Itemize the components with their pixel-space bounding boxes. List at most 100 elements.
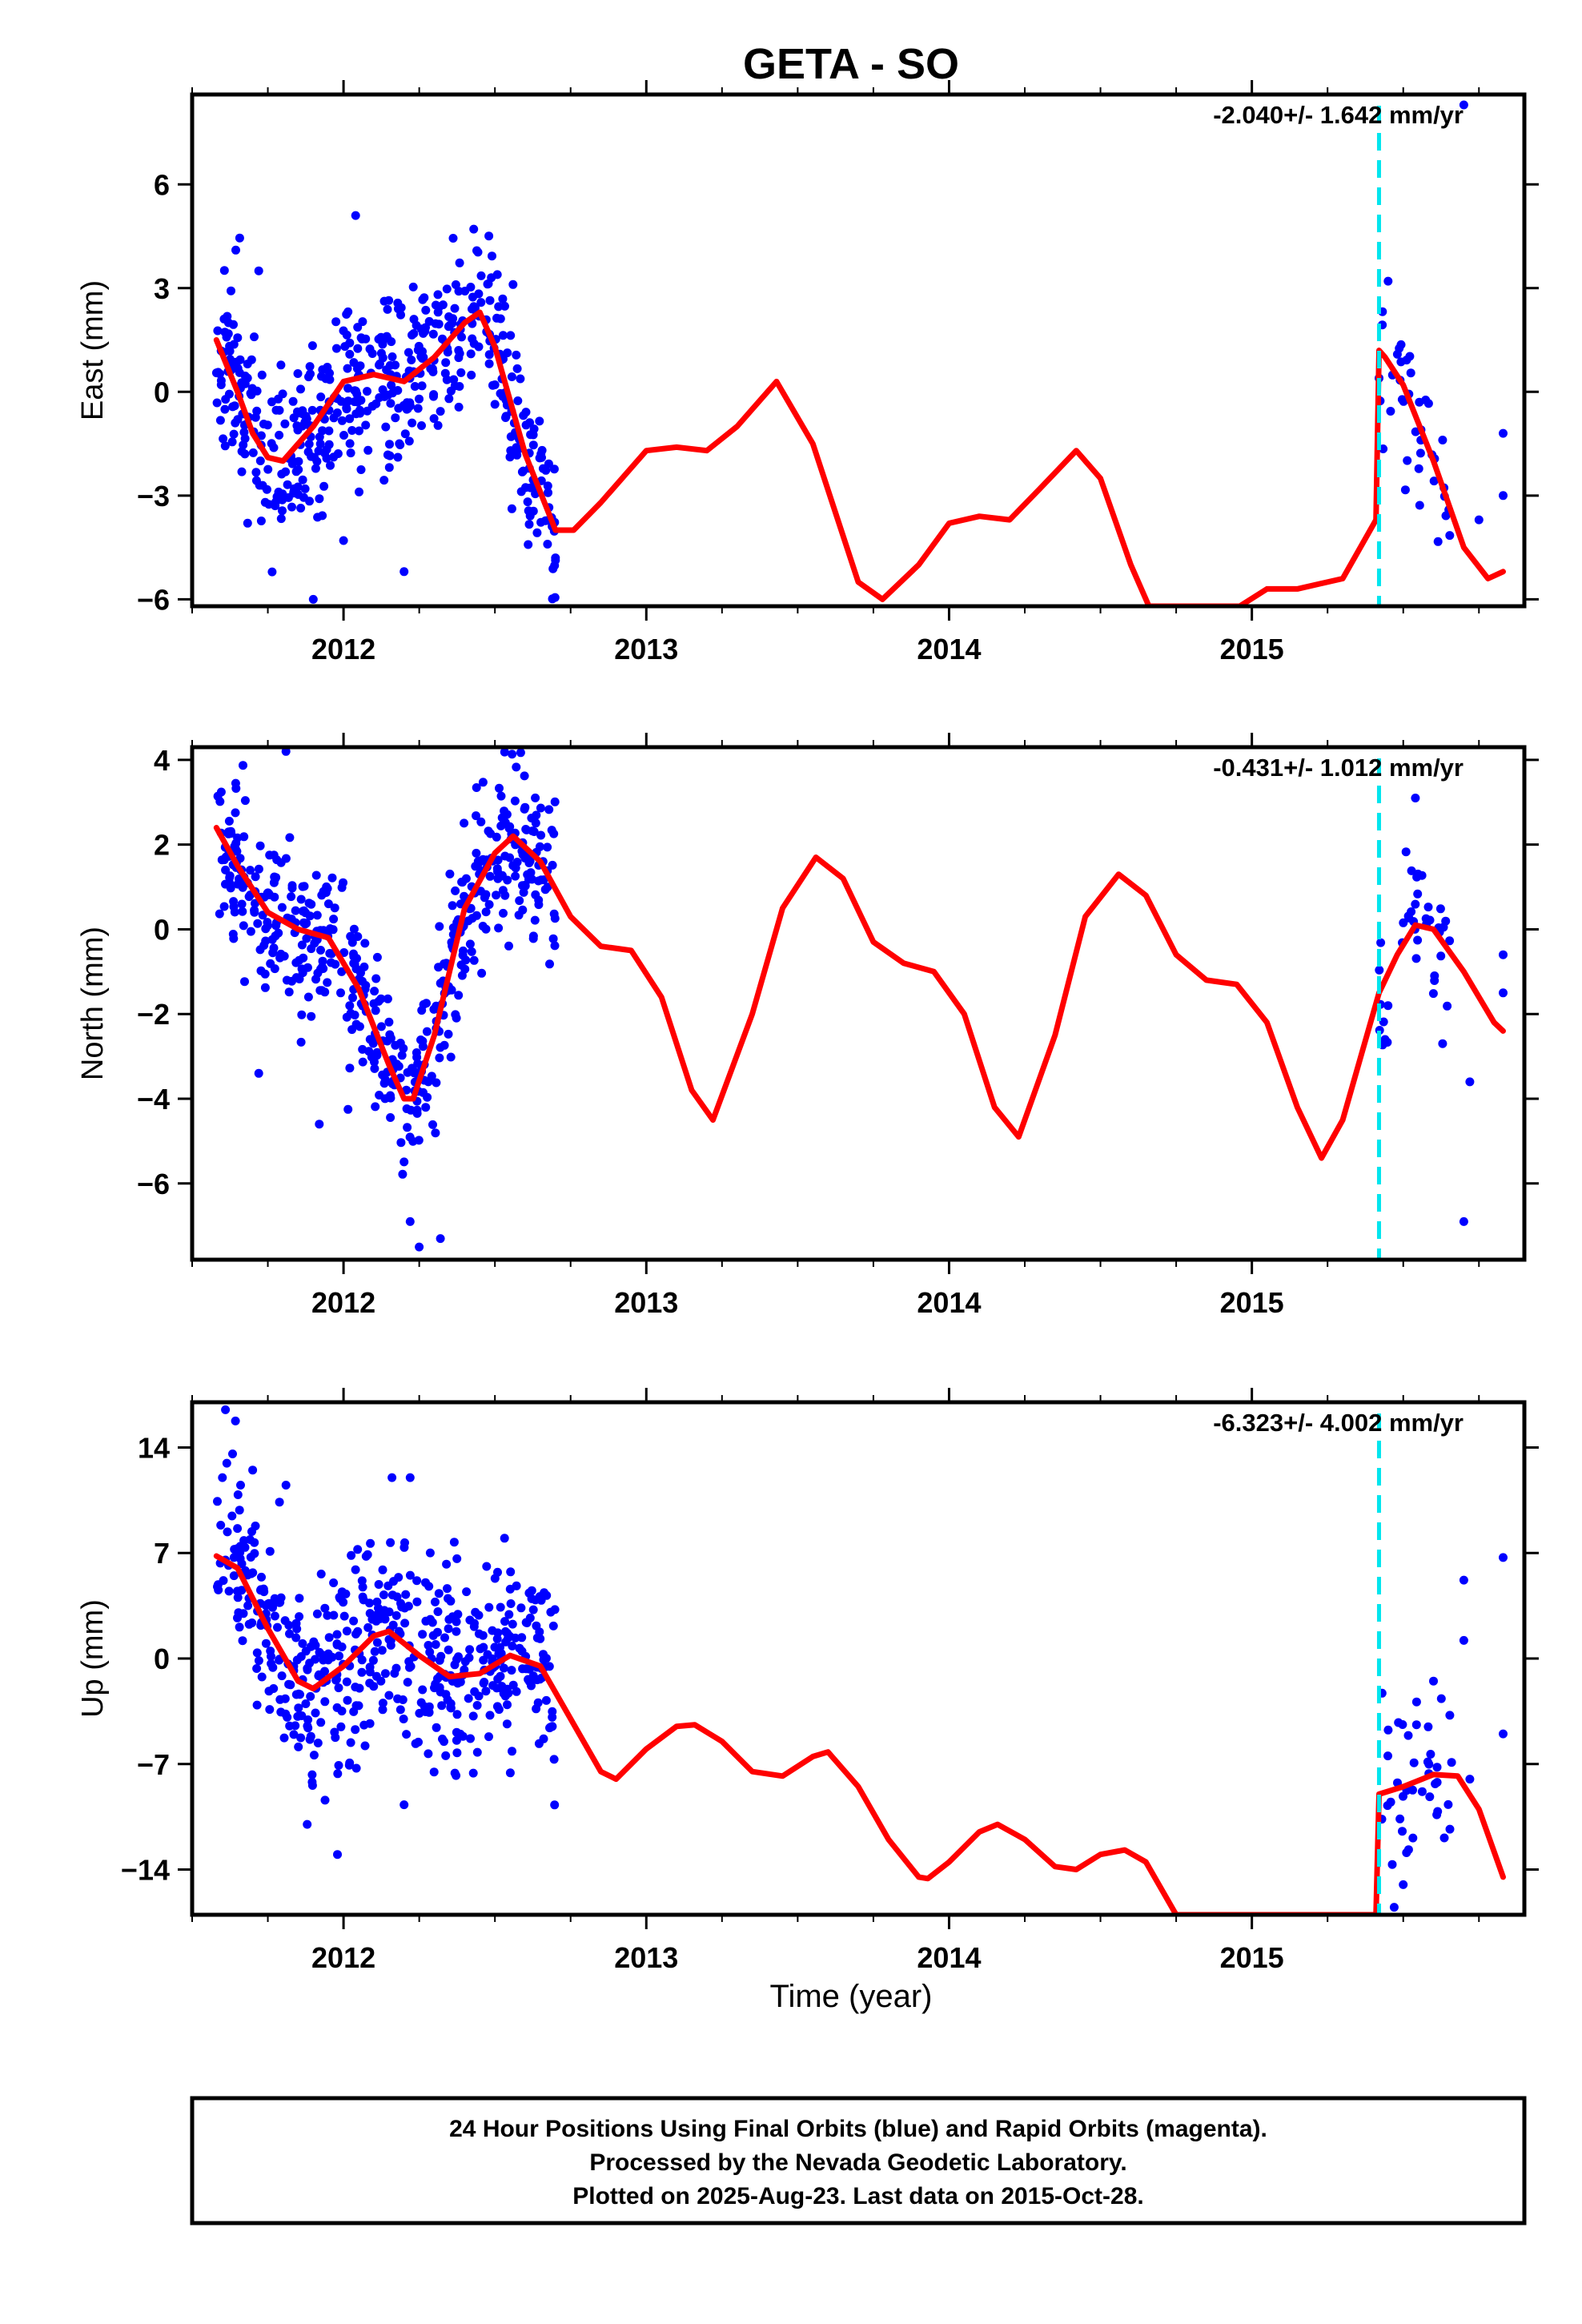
data-point	[378, 1565, 387, 1574]
data-point	[307, 899, 316, 909]
data-point	[215, 909, 224, 919]
model-fit-line	[213, 309, 1506, 606]
data-point	[313, 1739, 323, 1747]
data-point	[356, 333, 366, 343]
data-point	[394, 1062, 404, 1071]
data-point	[1430, 971, 1439, 980]
data-point	[443, 1584, 452, 1594]
data-point	[523, 870, 532, 879]
data-point	[285, 833, 295, 842]
data-point	[247, 1527, 256, 1536]
data-point	[240, 796, 250, 806]
data-point	[478, 922, 488, 931]
data-point	[306, 1691, 315, 1701]
y-axis-label: Up (mm)	[76, 1599, 110, 1718]
data-points	[211, 100, 1508, 604]
data-point	[353, 1626, 363, 1636]
data-point	[444, 1029, 453, 1039]
data-point	[536, 830, 546, 840]
data-point	[265, 1546, 275, 1556]
data-point	[527, 1594, 536, 1603]
data-point	[428, 367, 438, 376]
data-point	[428, 1618, 437, 1627]
data-point	[307, 1011, 316, 1021]
data-point	[343, 1104, 353, 1114]
data-point	[485, 871, 495, 881]
data-point	[354, 1701, 363, 1711]
data-point	[279, 951, 289, 961]
x-tick-label: 2015	[1220, 633, 1284, 665]
data-point	[293, 425, 303, 435]
data-point	[345, 414, 355, 424]
data-point	[472, 783, 481, 792]
data-point	[1402, 1848, 1411, 1857]
data-point	[452, 1626, 461, 1636]
data-point	[253, 919, 263, 928]
data-point	[294, 1703, 303, 1713]
data-point	[441, 1690, 451, 1699]
data-point	[324, 1633, 334, 1642]
data-point	[417, 1006, 427, 1015]
data-point	[434, 1589, 444, 1598]
data-point	[270, 964, 279, 974]
data-point	[460, 1657, 470, 1667]
data-point	[280, 419, 290, 428]
data-point	[1425, 915, 1435, 925]
data-point	[365, 1598, 374, 1608]
data-point	[280, 1616, 290, 1626]
data-point	[408, 418, 417, 428]
data-point	[1399, 1791, 1407, 1801]
x-tick-label: 2014	[917, 1286, 981, 1319]
data-point	[337, 416, 347, 425]
data-point	[337, 967, 347, 976]
x-tick-label: 2014	[917, 633, 981, 665]
data-point	[278, 389, 287, 399]
data-point	[484, 359, 494, 368]
data-point	[386, 1113, 396, 1122]
data-point	[549, 1755, 559, 1764]
data-point	[484, 350, 494, 360]
data-point	[501, 1637, 511, 1647]
data-point	[296, 1733, 306, 1743]
data-point	[524, 1675, 533, 1684]
data-point	[484, 231, 494, 241]
data-point	[1411, 794, 1420, 802]
data-point	[468, 1768, 478, 1778]
data-point	[320, 1667, 329, 1676]
data-point	[319, 481, 329, 491]
data-point	[239, 440, 248, 450]
data-point	[525, 418, 535, 428]
data-point	[296, 1037, 306, 1047]
data-point	[1413, 935, 1423, 945]
data-point	[494, 923, 504, 933]
data-point	[349, 924, 359, 934]
data-point	[339, 948, 349, 957]
data-point	[234, 1608, 243, 1618]
data-point	[520, 771, 529, 781]
data-point	[496, 1602, 505, 1612]
data-point	[513, 396, 523, 405]
panel-north: 2012 2013 2014 2015 −6 −4 −2 0 2 4 North (mm) -0.43…	[76, 733, 1539, 1319]
data-point	[250, 332, 259, 342]
data-point	[256, 431, 266, 440]
data-point	[456, 960, 466, 970]
data-point	[216, 376, 226, 385]
data-point	[360, 939, 370, 948]
data-point	[474, 1629, 484, 1638]
data-point	[392, 1592, 402, 1602]
data-point	[540, 885, 550, 895]
data-point	[434, 963, 444, 972]
x-tick-label: 2013	[614, 1941, 678, 1974]
data-point	[223, 1527, 232, 1537]
data-point	[316, 1718, 326, 1727]
data-point	[285, 1629, 294, 1638]
data-point	[515, 1643, 524, 1653]
data-point	[223, 318, 233, 328]
data-point	[1465, 1775, 1475, 1784]
data-point	[435, 1053, 444, 1063]
data-point	[370, 1063, 379, 1073]
x-tick-label: 2012	[311, 1286, 375, 1319]
data-point	[508, 279, 518, 289]
data-point	[311, 464, 320, 473]
data-point	[250, 906, 259, 915]
